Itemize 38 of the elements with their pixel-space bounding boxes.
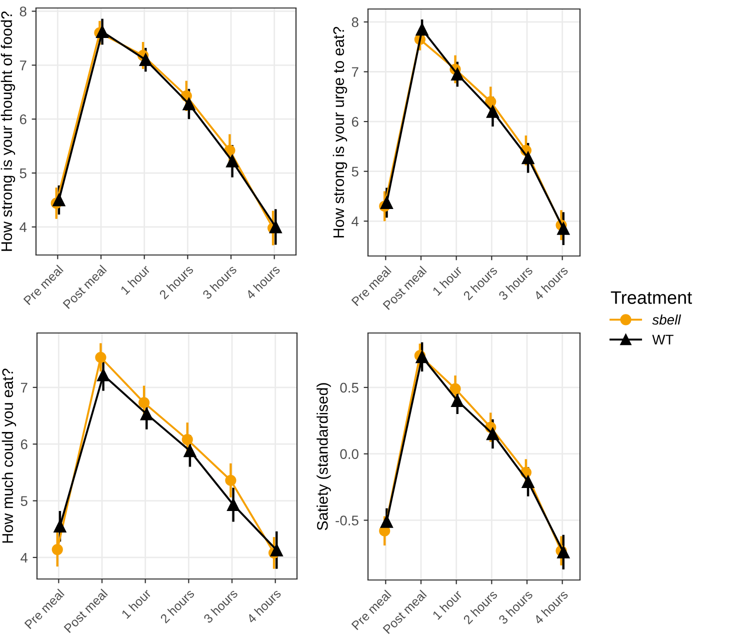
point [486,105,499,118]
legend-label: WT [652,334,674,344]
legend-label: sbell [652,314,682,325]
y-tick-label: 6 [20,439,28,450]
y-tick-label: 5 [20,168,26,178]
point [416,23,428,36]
y-axis-title: Satiety (standardised) [316,383,331,530]
y-tick-label: 5 [20,496,28,506]
point [450,383,461,394]
point [557,222,570,235]
legend-title: Treatment [610,291,692,304]
y-tick-label: 6 [20,114,26,124]
y-tick-label: -0.5 [336,516,358,526]
y-tick-label: 0.0 [340,449,358,460]
point [522,152,534,164]
point [416,350,428,364]
y-tick-label: 5 [352,166,358,177]
point [451,68,464,80]
y-tick-label: 4 [352,216,359,226]
point [557,546,570,558]
point [451,394,464,407]
point [485,96,496,108]
y-tick-label: 7 [20,60,26,70]
y-tick-label: 0.5 [340,382,358,393]
y-axis-title: How strong is your thought of food? [0,11,16,251]
y-tick-label: 4 [20,552,28,562]
point [380,515,393,528]
y-tick-label: 6 [352,116,358,127]
y-axis-title: How much could you eat? [2,368,16,543]
y-tick-label: 8 [352,17,358,28]
y-axis-title: How strong is your urge to eat? [332,26,348,238]
y-tick-label: 7 [352,67,358,77]
y-tick-label: 8 [20,6,26,16]
point [380,196,393,209]
point [522,475,534,488]
y-tick-label: 4 [20,222,27,232]
point [486,428,499,440]
y-tick-label: 7 [20,382,28,392]
